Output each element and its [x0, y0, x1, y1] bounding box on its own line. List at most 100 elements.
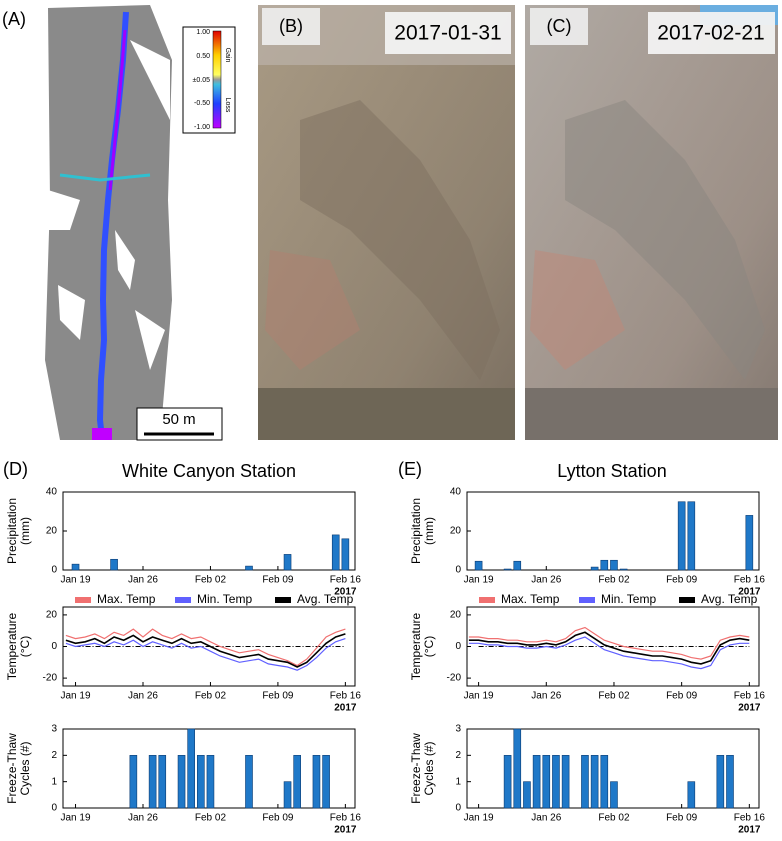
bar [716, 755, 725, 809]
x-tick-label: Feb 02 [598, 813, 630, 824]
x-tick-label: Jan 26 [531, 691, 561, 702]
panel-label: (A) [2, 9, 26, 29]
date-box [385, 12, 511, 54]
x-tick-label: Feb 16 [330, 813, 362, 824]
x-tick-label: Jan 19 [61, 813, 91, 824]
snow-patch [135, 310, 165, 370]
deposit [92, 428, 112, 440]
x-axis-note: 2017 [334, 703, 357, 714]
bar [245, 565, 253, 571]
x-tick-label: Feb 02 [195, 691, 227, 702]
x-axis-note: 2017 [334, 825, 357, 836]
colorbar-label: ±0.05 [193, 77, 211, 84]
bar [590, 755, 599, 809]
legend-label: Min. Temp [601, 592, 656, 606]
y-axis-label: Temperature [409, 612, 423, 680]
bar [331, 534, 340, 571]
bar [110, 558, 118, 571]
y-axis-label: Cycles (#) [18, 741, 32, 795]
x-tick-label: Feb 16 [330, 575, 362, 586]
x-tick-label: Feb 02 [195, 813, 227, 824]
plot-frame [62, 491, 356, 571]
x-tick-label: Jan 26 [128, 575, 158, 586]
bar [590, 566, 599, 571]
y-tick-label: 0 [455, 565, 461, 576]
bar [619, 568, 628, 571]
label-box [530, 8, 588, 45]
x-tick-label: Feb 16 [734, 813, 766, 824]
bar [148, 755, 157, 809]
y-tick-label: 40 [46, 487, 58, 498]
temperature-line [65, 633, 346, 668]
bar [542, 755, 551, 809]
snow-patch [48, 190, 80, 230]
temperature-line [65, 638, 346, 671]
y-axis-label: (°C) [18, 636, 32, 657]
temperature-line [468, 626, 750, 660]
bar [177, 755, 186, 809]
bar [503, 568, 512, 571]
bar [610, 781, 618, 809]
y-tick-label: 20 [46, 526, 58, 537]
temperature-line [65, 628, 346, 667]
legend-swatch [479, 597, 495, 603]
bar [687, 781, 696, 809]
bar [726, 755, 734, 809]
bar [687, 501, 696, 571]
y-tick-label: 40 [450, 487, 462, 498]
legend-swatch [175, 597, 191, 603]
x-tick-label: Feb 02 [598, 691, 630, 702]
station-title: Lytton Station [557, 461, 666, 481]
y-tick-label: -20 [43, 673, 58, 684]
x-tick-label: Feb 09 [262, 575, 294, 586]
y-tick-label: 0 [455, 803, 461, 814]
legend-label: Min. Temp [197, 592, 252, 606]
colorbar-label: -0.50 [194, 100, 210, 107]
bar [745, 515, 754, 571]
colorbar-loss: Loss [224, 98, 231, 113]
x-tick-label: Jan 26 [128, 691, 158, 702]
rock [565, 100, 765, 380]
panel-label: (E) [398, 459, 422, 479]
bar [293, 755, 301, 809]
station-title: White Canyon Station [122, 461, 296, 481]
y-axis-label: Freeze-Thaw [5, 733, 19, 804]
y-axis-label: (°C) [422, 636, 436, 657]
y-tick-label: 0 [51, 641, 57, 652]
x-tick-label: Jan 19 [61, 691, 91, 702]
legend-swatch [275, 597, 291, 603]
bar [600, 755, 609, 809]
colorbar-gain: Gain [224, 48, 231, 63]
y-tick-label: 0 [455, 641, 461, 652]
bar [283, 554, 292, 571]
date-box [648, 12, 775, 54]
bar [158, 755, 167, 809]
colorbar-label: 1.00 [196, 29, 210, 36]
y-tick-label: 20 [46, 610, 58, 621]
label-box [262, 8, 320, 45]
y-tick-label: 0 [51, 803, 57, 814]
y-tick-label: 20 [450, 526, 462, 537]
y-axis-label: (mm) [422, 517, 436, 545]
y-tick-label: 3 [455, 724, 461, 735]
legend-swatch [75, 597, 91, 603]
x-tick-label: Feb 09 [666, 575, 698, 586]
temperature-line [468, 636, 750, 670]
panel-label: (D) [3, 459, 28, 479]
x-axis-note: 2017 [738, 825, 761, 836]
snow-patch [130, 40, 170, 120]
bar [513, 728, 522, 809]
temperature-line [468, 631, 750, 665]
x-tick-label: Jan 19 [464, 575, 494, 586]
x-tick-label: Jan 26 [531, 813, 561, 824]
bar [677, 501, 686, 571]
bar [474, 560, 483, 571]
rock [530, 250, 625, 370]
rock [265, 250, 360, 370]
x-tick-label: Feb 09 [262, 813, 294, 824]
bar [187, 728, 195, 809]
colorbar-label: -1.00 [194, 124, 210, 131]
bar [610, 559, 618, 571]
bar [129, 755, 138, 809]
